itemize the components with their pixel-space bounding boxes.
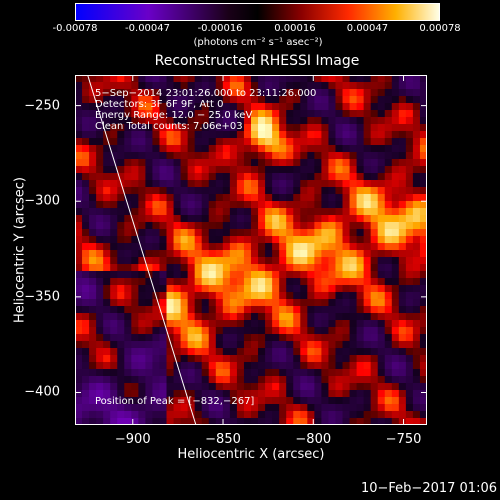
heatmap-image (75, 75, 427, 425)
x-tick-label: −800 (295, 432, 332, 447)
plot-frame (75, 75, 427, 425)
plot-area (75, 75, 427, 425)
axis-tick-marks (75, 75, 427, 425)
solar-limb-line (87, 75, 197, 425)
x-axis-label: Heliocentric X (arcsec) (177, 447, 325, 462)
y-tick-label: −400 (24, 384, 60, 400)
x-tick-label: −850 (205, 432, 241, 447)
annotation-counts: Clean Total counts: 7.06e+03 (95, 121, 243, 132)
y-axis-label: Heliocentric Y (arcsec) (12, 177, 28, 323)
colorbar (75, 3, 440, 21)
colorbar-tick-label: -0.00078 (52, 23, 98, 34)
colorbar-unit-label: (photons cm⁻² s⁻¹ asec⁻²) (193, 37, 323, 48)
annotation-time: 5−Sep−2014 23:01:26.000 to 23:11:26.000 (95, 88, 317, 99)
chart-title: Reconstructed RHESSI Image (154, 53, 360, 69)
colorbar-tick-label: 0.00016 (274, 23, 316, 34)
annotation-energy: Energy Range: 12.0 − 25.0 keV (95, 110, 253, 121)
colorbar-tick-label: -0.00016 (197, 23, 243, 34)
peak-label: Position of Peak = [−832,−267] (95, 396, 255, 407)
colorbar-tick-label: 0.00047 (346, 23, 389, 34)
annotation-detectors: Detectors: 3F 6F 9F, Att 0 (95, 99, 224, 110)
x-tick-label: −900 (114, 432, 151, 447)
x-tick-label: −750 (385, 432, 422, 447)
footer-date: 10−Feb−2017 01:06 (360, 481, 497, 496)
y-tick-label: −350 (24, 289, 60, 305)
colorbar-tick-label: -0.00047 (125, 23, 171, 34)
y-tick-label: −300 (24, 193, 60, 209)
colorbar-tick-label: 0.00078 (419, 23, 461, 34)
y-tick-label: −250 (24, 98, 60, 114)
